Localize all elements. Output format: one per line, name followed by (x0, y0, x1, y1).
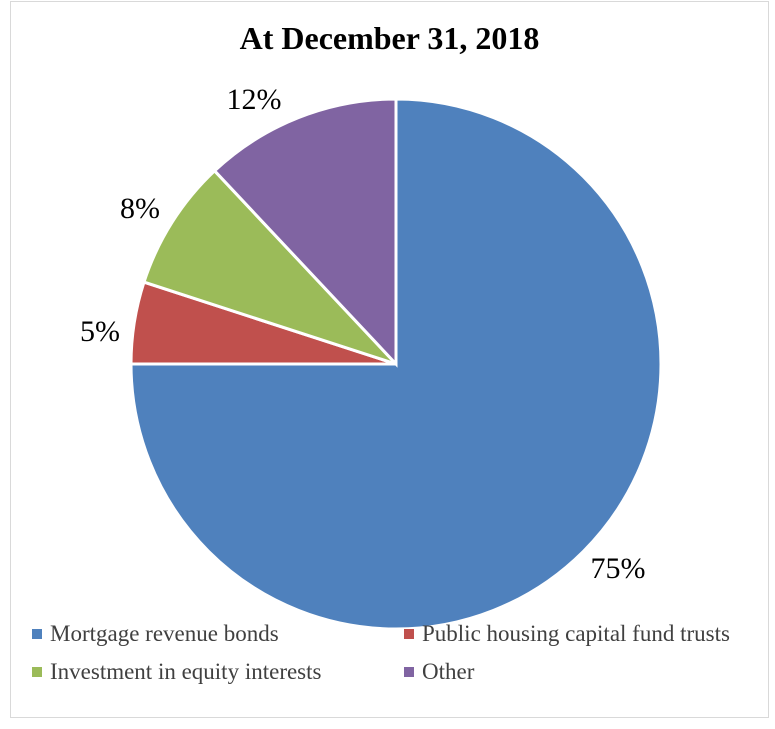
chart-title: At December 31, 2018 (239, 20, 540, 56)
legend-swatch-2 (404, 629, 414, 639)
legend-item-3: Investment in equity interests (32, 658, 404, 686)
legend-swatch-4 (404, 667, 414, 677)
slice-label-1: 75% (591, 552, 646, 585)
legend-label-3: Investment in equity interests (50, 659, 322, 684)
legend-label-1: Mortgage revenue bonds (50, 621, 279, 646)
legend-item-1: Mortgage revenue bonds (32, 620, 404, 648)
legend-swatch-3 (32, 667, 42, 677)
legend-label-2: Public housing capital fund trusts (422, 621, 730, 646)
legend-item-2: Public housing capital fund trusts (404, 620, 762, 648)
slice-label-3: 8% (120, 192, 160, 225)
legend-swatch-1 (32, 629, 42, 639)
legend-label-4: Other (422, 659, 475, 684)
slice-label-2: 5% (80, 315, 120, 348)
pie-slice-4 (212, 97, 398, 368)
pie-slice-3 (142, 168, 398, 366)
slice-label-4: 12% (227, 83, 282, 116)
legend: Mortgage revenue bonds Public housing cap… (32, 620, 762, 686)
legend-item-4: Other (404, 658, 762, 686)
